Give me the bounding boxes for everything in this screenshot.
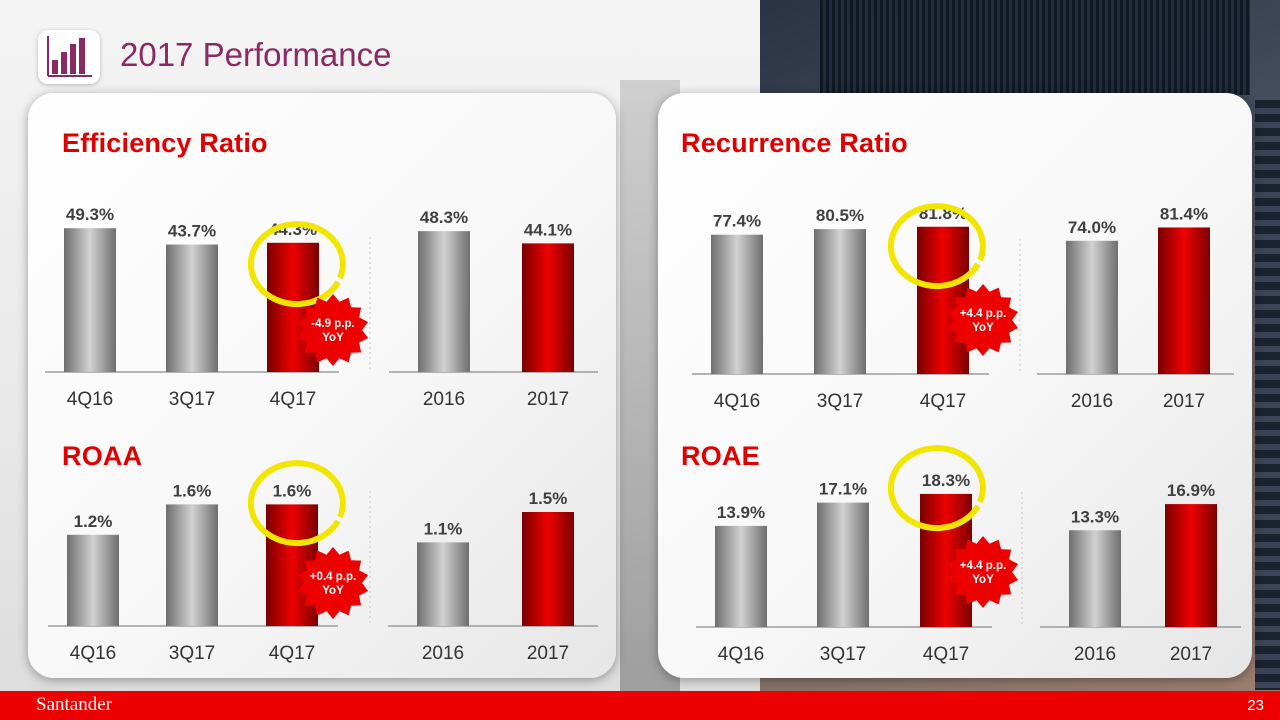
roaa-highlight-ring — [247, 460, 346, 547]
roaa-value-label-2017: 1.5% — [529, 489, 568, 508]
roaa-value-label-3Q17: 1.6% — [173, 481, 212, 500]
santander-logo: Santander — [36, 694, 112, 715]
efficiency-bar-3Q17 — [166, 244, 218, 372]
recurrence-value-label-3Q17: 80.5% — [816, 206, 864, 225]
recurrence-bar-2017 — [1158, 227, 1210, 374]
efficiency-bar-4Q17 — [267, 242, 319, 372]
recurrence-yoy-badge — [947, 284, 1019, 356]
roae-bar-2017 — [1165, 504, 1217, 627]
roaa-bar-2017 — [522, 512, 574, 626]
background-monitor-side — [1255, 100, 1280, 690]
recurrence-highlight-ring — [887, 203, 986, 290]
recurrence-yoy-badge-line1: +4.4 p.p. — [960, 308, 1006, 320]
recurrence-bar-2016 — [1066, 240, 1118, 374]
recurrence-tick-label-4Q17: 4Q17 — [920, 391, 966, 412]
roaa-value-label-4Q17: 1.6% — [273, 481, 312, 500]
roaa-bar-4Q16 — [67, 534, 119, 626]
bar-chart-icon — [38, 30, 100, 84]
chart-title-roaa: ROAA — [62, 441, 143, 471]
footer-bar: Santander 23 — [0, 691, 1280, 720]
recurrence-yoy-badge-line2: YoY — [972, 322, 994, 334]
roaa-yoy-badge-line2: YoY — [322, 585, 344, 597]
efficiency-value-label-2016: 48.3% — [420, 208, 468, 227]
roae-bar-4Q16 — [715, 525, 767, 627]
roaa-tick-label-3Q17: 3Q17 — [169, 643, 215, 664]
page-title: 2017 Performance — [120, 36, 392, 73]
roae-tick-label-3Q17: 3Q17 — [820, 644, 866, 665]
roaa-tick-label-2016: 2016 — [422, 643, 464, 664]
efficiency-tick-label-2016: 2016 — [423, 389, 465, 410]
recurrence-bar-3Q17 — [814, 229, 866, 374]
roaa-tick-label-4Q16: 4Q16 — [70, 643, 116, 664]
roaa-value-label-4Q16: 1.2% — [74, 512, 113, 531]
efficiency-yoy-badge-line2: YoY — [322, 332, 344, 344]
roae-yoy-badge — [947, 536, 1019, 608]
roae-tick-label-2017: 2017 — [1170, 644, 1212, 665]
roae-bar-3Q17 — [817, 502, 869, 627]
efficiency-yoy-badge-line1: -4.9 p.p. — [311, 318, 354, 330]
efficiency-highlight-ring — [247, 221, 346, 308]
efficiency-tick-label-4Q16: 4Q16 — [67, 389, 113, 410]
efficiency-bar-4Q16 — [64, 228, 116, 372]
page-number: 23 — [1247, 697, 1264, 714]
roae-value-label-2017: 16.9% — [1167, 481, 1215, 500]
efficiency-tick-label-4Q17: 4Q17 — [270, 389, 316, 410]
roaa-tick-label-2017: 2017 — [527, 643, 569, 664]
roaa-value-label-2016: 1.1% — [424, 519, 463, 538]
efficiency-value-label-4Q16: 49.3% — [66, 205, 114, 224]
recurrence-value-label-2017: 81.4% — [1160, 204, 1208, 223]
roaa-bar-2016 — [417, 542, 469, 626]
recurrence-tick-label-4Q16: 4Q16 — [714, 391, 760, 412]
roaa-bar-3Q17 — [166, 504, 218, 626]
roae-highlight-ring — [887, 445, 986, 532]
recurrence-tick-label-2016: 2016 — [1071, 391, 1113, 412]
recurrence-tick-label-3Q17: 3Q17 — [817, 391, 863, 412]
roae-yoy-badge-line1: +4.4 p.p. — [960, 560, 1006, 572]
recurrence-value-label-2016: 74.0% — [1068, 218, 1116, 237]
recurrence-bar-4Q16 — [711, 234, 763, 374]
roae-value-label-2016: 13.3% — [1071, 507, 1119, 526]
efficiency-bar-2016 — [418, 231, 470, 372]
roae-bar-2016 — [1069, 530, 1121, 627]
efficiency-yoy-badge — [297, 294, 369, 366]
roaa-tick-label-4Q17: 4Q17 — [269, 643, 315, 664]
roaa-yoy-badge — [297, 547, 369, 619]
roae-value-label-4Q17: 18.3% — [922, 471, 970, 490]
roae-tick-label-4Q17: 4Q17 — [923, 644, 969, 665]
roaa-yoy-badge-line1: +0.4 p.p. — [310, 571, 356, 583]
recurrence-value-label-4Q16: 77.4% — [713, 212, 761, 231]
chart-title-roae: ROAE — [681, 441, 760, 471]
chart-title-efficiency: Efficiency Ratio — [62, 128, 268, 158]
chart-title-recurrence: Recurrence Ratio — [681, 128, 908, 158]
recurrence-tick-label-2017: 2017 — [1163, 391, 1205, 412]
roae-yoy-badge-line2: YoY — [972, 574, 994, 586]
efficiency-value-label-2017: 44.1% — [524, 220, 572, 239]
efficiency-value-label-3Q17: 43.7% — [168, 222, 216, 241]
roae-value-label-4Q16: 13.9% — [717, 503, 765, 522]
background-monitor — [820, 0, 1250, 95]
efficiency-bar-2017 — [522, 243, 574, 372]
roae-value-label-3Q17: 17.1% — [819, 480, 867, 499]
efficiency-tick-label-2017: 2017 — [527, 389, 569, 410]
roae-tick-label-4Q16: 4Q16 — [718, 644, 764, 665]
roae-tick-label-2016: 2016 — [1074, 644, 1116, 665]
efficiency-tick-label-3Q17: 3Q17 — [169, 389, 215, 410]
